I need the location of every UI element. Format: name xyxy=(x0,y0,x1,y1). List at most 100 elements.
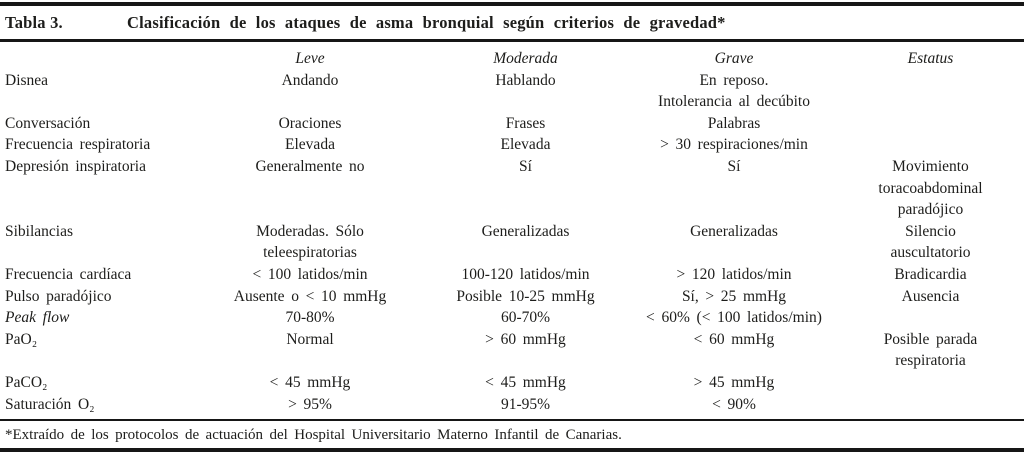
cell-line: auscultatorio xyxy=(890,244,971,262)
row-label: Peak flow xyxy=(5,309,70,327)
column-header-grave: Grave xyxy=(714,50,754,67)
cell-line: < 60% (< 100 latidos/min) xyxy=(646,309,822,327)
table-row: Sibilancias Moderadas. Sólo teleespiratori… xyxy=(0,221,1024,264)
table-row: PaO₂ Normal > 60 mmHg < 60 mmHg Posible para… xyxy=(0,329,1024,372)
table-cell: Sí xyxy=(420,156,631,221)
table-cell: < 45 mmHg xyxy=(420,372,631,394)
table-cell: Posible 10-25 mmHg xyxy=(420,286,631,308)
table-header-row: Leve Moderada Grave Estatus xyxy=(0,48,1024,70)
cell-line: toracoabdominal xyxy=(878,179,983,197)
cell-line: 91-95% xyxy=(500,395,551,413)
row-label: Saturación O₂ xyxy=(5,395,95,413)
table-cell xyxy=(837,394,1024,416)
table-row: Conversación Oraciones Frases Palabras xyxy=(0,113,1024,135)
cell-line: Generalizadas xyxy=(481,222,570,240)
bottom-rule xyxy=(0,448,1024,453)
table-cell: < 60% (< 100 latidos/min) xyxy=(631,307,837,329)
cell-line: Silencio xyxy=(905,222,956,240)
row-label: Disnea xyxy=(5,71,49,89)
table-caption: Tabla 3. Clasificación de los ataques de… xyxy=(0,6,1024,39)
row-label: Conversación xyxy=(5,114,91,132)
cell-line: Posible 10-25 mmHg xyxy=(456,287,595,305)
cell-line: Movimiento xyxy=(892,157,969,175)
table-row: Saturación O₂ > 95% 91-95% < 90% xyxy=(0,394,1024,416)
cell-line: Intolerancia al decúbito xyxy=(658,93,810,111)
row-label: Sibilancias xyxy=(5,222,74,240)
cell-line: Generalmente no xyxy=(255,157,365,175)
table-cell: Frases xyxy=(420,113,631,135)
row-label: Depresión inspiratoria xyxy=(5,157,146,175)
cell-line: Sí, > 25 mmHg xyxy=(681,287,787,305)
cell-line: Posible parada xyxy=(883,330,978,348)
table-cell: Silencio auscultatorio xyxy=(837,221,1024,264)
cell-line: En reposo. xyxy=(699,71,769,89)
cell-line: Hablando xyxy=(495,71,556,89)
row-label: PaO₂ xyxy=(5,330,38,348)
table-cell: Bradicardia xyxy=(837,264,1024,286)
table-cell: > 95% xyxy=(200,394,420,416)
cell-line: Palabras xyxy=(707,114,761,132)
table-cell xyxy=(837,372,1024,394)
table-cell: > 30 respiraciones/min xyxy=(631,134,837,156)
table-row: Pulso paradójico Ausente o < 10 mmHg Posib… xyxy=(0,286,1024,308)
table-cell: > 45 mmHg xyxy=(631,372,837,394)
table-cell: > 60 mmHg xyxy=(420,329,631,372)
table-cell: Movimiento toracoabdominal paradójico xyxy=(837,156,1024,221)
cell-line: 70-80% xyxy=(285,309,335,327)
cell-line: respiratoria xyxy=(895,352,966,370)
cell-line: > 30 respiraciones/min xyxy=(660,136,808,154)
table-row: Frecuencia respiratoria Elevada Elevada > 3… xyxy=(0,134,1024,156)
table-row: Disnea Andando Hablando En reposo. Intoleran… xyxy=(0,70,1024,113)
table-cell: Palabras xyxy=(631,113,837,135)
table-cell xyxy=(837,307,1024,329)
table-cell: 60-70% xyxy=(420,307,631,329)
cell-line: Sí xyxy=(727,157,741,175)
cell-line: < 45 mmHg xyxy=(485,373,566,391)
cell-line: > 60 mmHg xyxy=(485,330,566,348)
table-number: Tabla 3. xyxy=(5,13,63,32)
table-cell xyxy=(837,70,1024,113)
cell-line: Ausente o < 10 mmHg xyxy=(233,287,387,305)
cell-line: teleespiratorias xyxy=(263,244,357,262)
cell-line: > 95% xyxy=(288,395,332,413)
column-header-moderada: Moderada xyxy=(493,50,558,67)
table-cell: En reposo. Intolerancia al decúbito xyxy=(631,70,837,113)
table-footnote: *Extraído de los protocolos de actuación… xyxy=(5,427,622,444)
cell-line: Normal xyxy=(286,330,334,348)
cell-line: Generalizadas xyxy=(690,222,778,240)
table-row: Depresión inspiratoria Generalmente no Sí S… xyxy=(0,156,1024,221)
cell-line: Moderadas. Sólo xyxy=(256,222,364,240)
cell-line: Oraciones xyxy=(278,114,342,132)
table-cell: Normal xyxy=(200,329,420,372)
table-cell: Generalizadas xyxy=(631,221,837,264)
cell-line: paradójico xyxy=(897,201,964,219)
table-cell xyxy=(837,134,1024,156)
cell-line: < 45 mmHg xyxy=(269,373,351,391)
table-cell: Oraciones xyxy=(200,113,420,135)
table-cell: < 100 latidos/min xyxy=(200,264,420,286)
cell-line: 100-120 latidos/min xyxy=(461,265,590,283)
cell-line: 60-70% xyxy=(500,309,551,327)
table-cell: Ausente o < 10 mmHg xyxy=(200,286,420,308)
row-label: PaCO₂ xyxy=(5,373,48,391)
table-cell: Posible parada respiratoria xyxy=(837,329,1024,372)
table-cell: Elevada xyxy=(420,134,631,156)
cell-line: > 45 mmHg xyxy=(693,373,775,391)
cell-line: < 60 mmHg xyxy=(693,330,775,348)
table-row: Frecuencia cardíaca < 100 latidos/min 100-… xyxy=(0,264,1024,286)
cell-line: Elevada xyxy=(500,136,551,154)
row-label: Pulso paradójico xyxy=(5,287,112,305)
table-cell: 70-80% xyxy=(200,307,420,329)
row-label: Frecuencia respiratoria xyxy=(5,136,151,154)
table-cell: Ausencia xyxy=(837,286,1024,308)
cell-line: Andando xyxy=(281,71,339,89)
table-cell: < 90% xyxy=(631,394,837,416)
top-rule xyxy=(0,2,1024,6)
caption-rule xyxy=(0,39,1024,42)
table-cell: Hablando xyxy=(420,70,631,113)
table-cell: Elevada xyxy=(200,134,420,156)
cell-line: Frases xyxy=(505,114,546,132)
cell-line: Bradicardia xyxy=(894,265,967,283)
column-header-empty xyxy=(0,48,200,70)
